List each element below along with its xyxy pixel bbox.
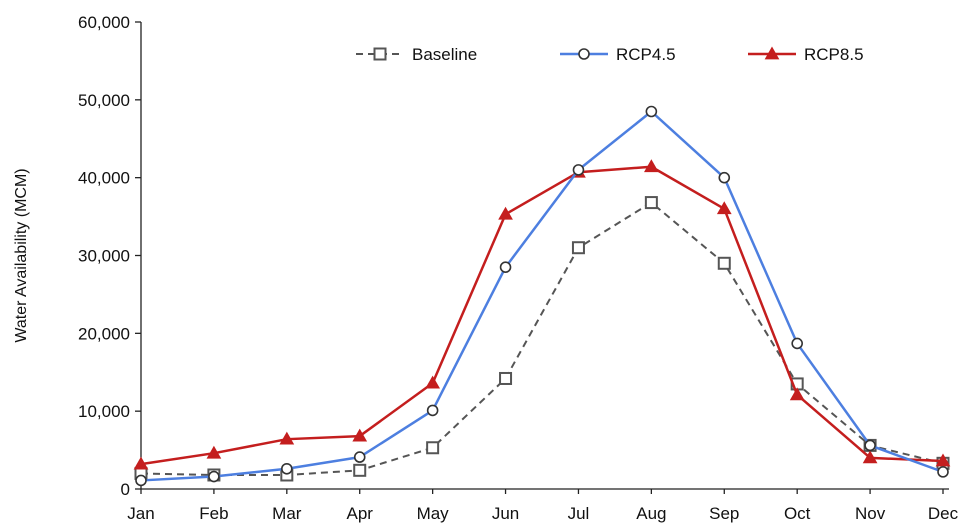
y-tick-label: 40,000: [78, 169, 130, 188]
data-point-marker: [644, 196, 658, 210]
series-line: [140, 165, 944, 466]
data-point-marker: [718, 171, 731, 184]
series-line: [140, 201, 944, 476]
x-tick-label: Sep: [709, 504, 739, 523]
data-point-marker: [717, 256, 731, 270]
x-tick-label: Jun: [492, 504, 519, 523]
data-point-marker: [937, 466, 949, 478]
data-point-marker: [425, 375, 440, 389]
y-tick-label: 20,000: [78, 324, 130, 343]
legend-item-rcp4-5: RCP4.5: [560, 45, 676, 64]
data-point-marker: [352, 428, 368, 442]
data-point-marker: [645, 105, 658, 118]
y-tick-label: 0: [121, 480, 130, 499]
series-rcp4-5: [135, 105, 949, 487]
legend-label: Baseline: [412, 45, 477, 64]
legend: Baseline RCP4.5 RCP8.5: [356, 45, 864, 64]
legend-label: RCP4.5: [616, 45, 676, 64]
x-tick-label: Mar: [272, 504, 302, 523]
data-point-marker: [935, 453, 951, 467]
data-point-marker: [862, 450, 878, 464]
data-point-marker: [644, 159, 659, 173]
data-point-marker: [499, 371, 513, 385]
y-tick-label: 30,000: [78, 247, 130, 266]
x-ticks: Jan Feb Mar Apr May Jun Jul Aug Sep Oct Nov Dec: [127, 489, 959, 523]
data-point-marker: [791, 337, 803, 350]
data-point-marker: [206, 445, 222, 459]
data-point-marker: [373, 47, 387, 61]
x-tick-label: Aug: [636, 504, 666, 523]
data-point-marker: [135, 474, 147, 487]
x-tick-label: Dec: [928, 504, 959, 523]
legend-item-rcp8-5: RCP8.5: [748, 45, 864, 64]
legend-item-baseline: Baseline: [356, 45, 477, 64]
y-ticks: 0 10,000 20,000 30,000 40,000 50,000 60,000: [78, 13, 141, 499]
data-point-marker: [716, 201, 732, 215]
x-tick-label: Oct: [784, 504, 811, 523]
series-layer: [133, 105, 951, 487]
x-tick-label: Feb: [199, 504, 228, 523]
data-point-marker: [353, 463, 367, 477]
y-axis-title: Water Availability (MCM): [13, 168, 30, 342]
data-point-marker: [499, 261, 512, 273]
data-point-marker: [571, 241, 585, 255]
data-point-marker: [498, 206, 513, 220]
data-point-marker: [279, 431, 295, 445]
x-tick-label: May: [417, 504, 450, 523]
x-tick-label: Nov: [855, 504, 886, 523]
y-tick-label: 50,000: [78, 91, 130, 110]
data-point-marker: [764, 46, 780, 60]
data-point-marker: [426, 404, 439, 417]
data-point-marker: [281, 462, 293, 475]
data-point-marker: [426, 441, 440, 455]
data-point-marker: [864, 439, 876, 452]
data-point-marker: [578, 48, 590, 60]
x-tick-label: Apr: [346, 504, 373, 523]
x-tick-label: Jan: [127, 504, 154, 523]
data-point-marker: [789, 387, 805, 401]
y-tick-label: 60,000: [78, 13, 130, 32]
data-point-marker: [572, 164, 585, 176]
data-point-marker: [133, 456, 149, 470]
series-line: [140, 110, 944, 482]
data-point-marker: [208, 470, 220, 483]
axes: [140, 22, 949, 490]
y-tick-label: 10,000: [78, 402, 130, 421]
series-baseline: [134, 196, 950, 482]
legend-label: RCP8.5: [804, 45, 864, 64]
x-tick-label: Jul: [568, 504, 590, 523]
data-point-marker: [353, 451, 366, 463]
